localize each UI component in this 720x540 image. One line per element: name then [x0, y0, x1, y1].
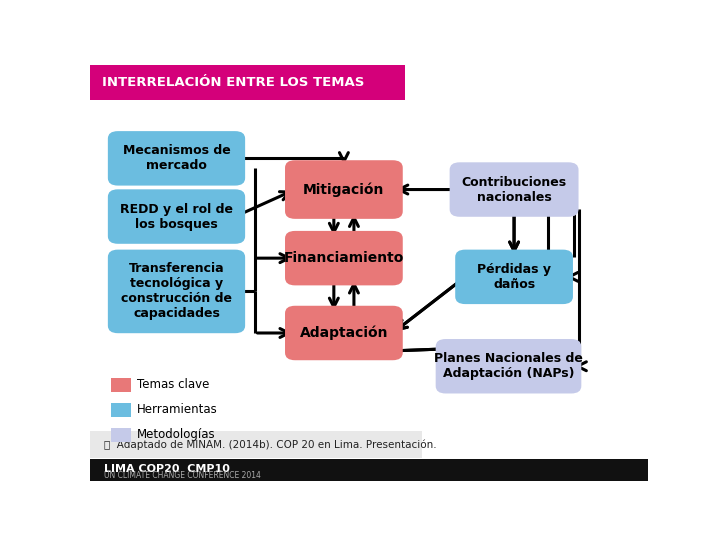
Text: Mitigación: Mitigación: [303, 183, 384, 197]
Text: Metodologías: Metodologías: [137, 428, 215, 441]
FancyBboxPatch shape: [455, 249, 573, 304]
FancyBboxPatch shape: [108, 131, 245, 186]
Text: UN CLIMATE CHANGE CONFERENCE 2014: UN CLIMATE CHANGE CONFERENCE 2014: [104, 471, 261, 480]
FancyBboxPatch shape: [90, 431, 422, 458]
FancyBboxPatch shape: [108, 249, 245, 333]
FancyBboxPatch shape: [90, 459, 648, 481]
Text: ⓘ  Adaptado de MINAM. (2014b). COP 20 en Lima. Presentación.: ⓘ Adaptado de MINAM. (2014b). COP 20 en …: [104, 439, 436, 450]
FancyBboxPatch shape: [285, 160, 402, 219]
FancyBboxPatch shape: [111, 403, 131, 417]
Text: Adaptación: Adaptación: [300, 326, 388, 340]
FancyBboxPatch shape: [108, 190, 245, 244]
Text: REDD y el rol de
los bosques: REDD y el rol de los bosques: [120, 202, 233, 231]
Text: Contribuciones
nacionales: Contribuciones nacionales: [462, 176, 567, 204]
FancyBboxPatch shape: [285, 306, 402, 360]
FancyBboxPatch shape: [111, 428, 131, 442]
FancyBboxPatch shape: [436, 339, 581, 394]
Text: Mecanismos de
mercado: Mecanismos de mercado: [122, 144, 230, 172]
Text: LIMA COP20  CMP10: LIMA COP20 CMP10: [104, 464, 230, 474]
FancyBboxPatch shape: [285, 231, 402, 285]
Text: Pérdidas y
daños: Pérdidas y daños: [477, 263, 551, 291]
FancyBboxPatch shape: [111, 378, 131, 392]
Text: Planes Nacionales de
Adaptación (NAPs): Planes Nacionales de Adaptación (NAPs): [434, 352, 583, 380]
FancyBboxPatch shape: [90, 65, 405, 100]
Text: Herramientas: Herramientas: [137, 403, 217, 416]
Text: Financiamiento: Financiamiento: [284, 251, 404, 265]
FancyBboxPatch shape: [449, 163, 579, 217]
Text: Transferencia
tecnológica y
construcción de
capacidades: Transferencia tecnológica y construcción…: [121, 262, 232, 320]
Text: INTERRELACIÓN ENTRE LOS TEMAS: INTERRELACIÓN ENTRE LOS TEMAS: [102, 76, 364, 89]
Text: Temas clave: Temas clave: [137, 379, 210, 392]
